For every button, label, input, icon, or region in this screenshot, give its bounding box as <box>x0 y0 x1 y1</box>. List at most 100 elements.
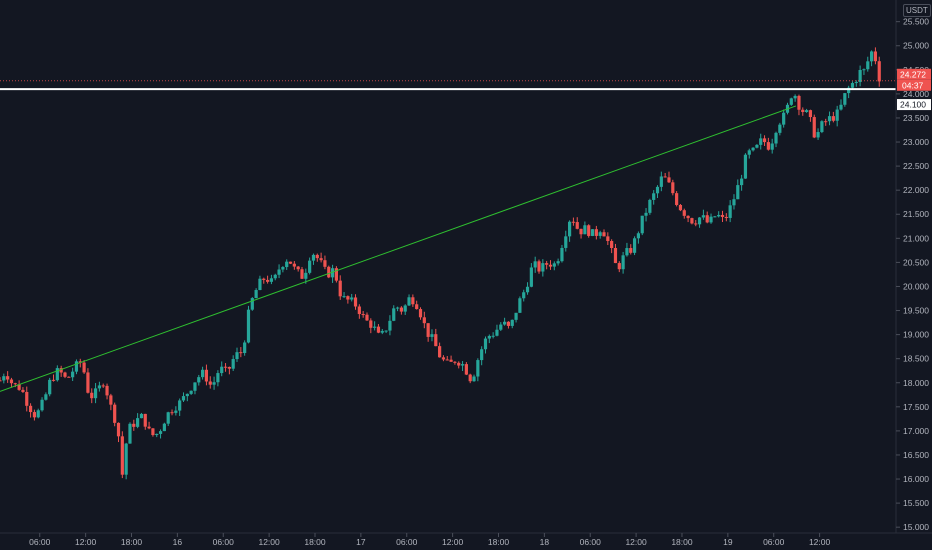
last-price-label: 24.272 <box>900 69 926 79</box>
candle-body <box>67 376 71 378</box>
candle-body <box>158 431 163 434</box>
x-tick-label: 12:00 <box>442 537 464 547</box>
candle-body <box>690 218 694 224</box>
candle-body <box>518 298 522 313</box>
candle-body <box>269 278 274 282</box>
candle-body <box>441 357 446 360</box>
candle-body <box>713 216 717 218</box>
candle-body <box>453 361 457 363</box>
y-tick-label: 17.000 <box>903 426 929 436</box>
candle-body <box>181 396 186 401</box>
candle-body <box>223 366 228 368</box>
candle-body <box>25 391 29 406</box>
candle-body <box>510 319 514 326</box>
candle-body <box>208 381 212 385</box>
candle-body <box>801 109 805 113</box>
y-tick-label: 16.000 <box>903 474 929 484</box>
candle-body <box>101 385 105 387</box>
candle-body <box>281 267 285 270</box>
candle-body <box>827 116 832 122</box>
annotations <box>0 80 896 392</box>
candle-body <box>468 374 472 382</box>
candle-body <box>476 360 480 377</box>
candle-body <box>227 366 231 369</box>
candle-body <box>751 147 755 151</box>
candle-body <box>782 112 786 125</box>
candle-body <box>778 124 782 133</box>
candle-body <box>204 369 209 382</box>
candle-body <box>392 308 396 321</box>
candle-body <box>644 212 648 216</box>
candle-body <box>132 423 136 427</box>
candle-body <box>109 395 113 405</box>
candle-body <box>116 422 121 437</box>
candle-body <box>422 317 426 324</box>
x-tick-label: 06:00 <box>396 537 418 547</box>
candle-body <box>273 274 277 279</box>
candle-body <box>13 383 17 385</box>
last-price-tag <box>897 68 931 80</box>
candle-body <box>6 376 10 380</box>
candle-body <box>869 51 874 62</box>
candle-body <box>770 143 774 150</box>
candle-body <box>384 330 388 332</box>
candle-body <box>506 321 511 326</box>
candle-body <box>288 261 293 264</box>
candle-body <box>189 390 193 394</box>
candle-body <box>311 254 316 261</box>
y-tick-label: 23.500 <box>903 113 929 123</box>
candle-body <box>136 418 140 427</box>
candle-body <box>587 225 591 236</box>
y-tick-label: 20.500 <box>903 257 929 267</box>
candle-body <box>499 324 503 330</box>
y-tick-label: 25.500 <box>903 17 929 27</box>
candle-body <box>250 298 254 310</box>
candle-body <box>426 323 430 337</box>
candle-body <box>304 272 308 279</box>
candle-body <box>78 361 82 363</box>
candle-body <box>552 263 556 267</box>
candle-body <box>418 309 423 318</box>
candle-body <box>380 330 384 333</box>
candle-body <box>0 380 2 382</box>
y-tick-label: 18.000 <box>903 378 929 388</box>
candle-body <box>678 204 683 211</box>
candle-body <box>285 261 289 268</box>
candle-body <box>671 182 675 194</box>
candle-body <box>625 248 629 256</box>
candle-body <box>541 263 545 272</box>
candle-body <box>873 51 878 62</box>
y-tick-label: 23.000 <box>903 137 929 147</box>
candle-body <box>292 263 296 267</box>
candle-body <box>583 225 587 235</box>
x-tick-label: 16 <box>173 537 183 547</box>
candle-body <box>877 61 881 82</box>
candle-body <box>503 321 507 325</box>
x-tick-label: 17 <box>356 537 366 547</box>
candle-body <box>212 382 216 385</box>
candle-body <box>216 373 220 383</box>
candle-body <box>17 384 21 390</box>
y-tick-label: 20.000 <box>903 281 929 291</box>
y-tick-label: 24.000 <box>903 89 929 99</box>
candle-body <box>128 423 132 444</box>
candle-body <box>732 199 736 206</box>
currency-badge[interactable]: USDT <box>903 4 931 17</box>
candle-body <box>170 412 174 414</box>
y-tick-label: 22.500 <box>903 161 929 171</box>
x-tick-label: 18:00 <box>488 537 510 547</box>
candle-body <box>315 254 319 259</box>
candle-body <box>151 428 155 436</box>
candle-body <box>246 309 251 343</box>
x-axis[interactable]: 06:00 12:00 18:00 16 06:00 12:00 18:00 17 06:00 1… <box>0 532 932 547</box>
candle-body <box>97 385 101 389</box>
candle-body <box>606 236 610 242</box>
candle-body <box>472 376 476 382</box>
candles <box>0 47 881 480</box>
candle-body <box>265 279 270 282</box>
candle-body <box>548 264 553 267</box>
candle-body <box>556 261 560 264</box>
candle-body <box>369 320 373 328</box>
